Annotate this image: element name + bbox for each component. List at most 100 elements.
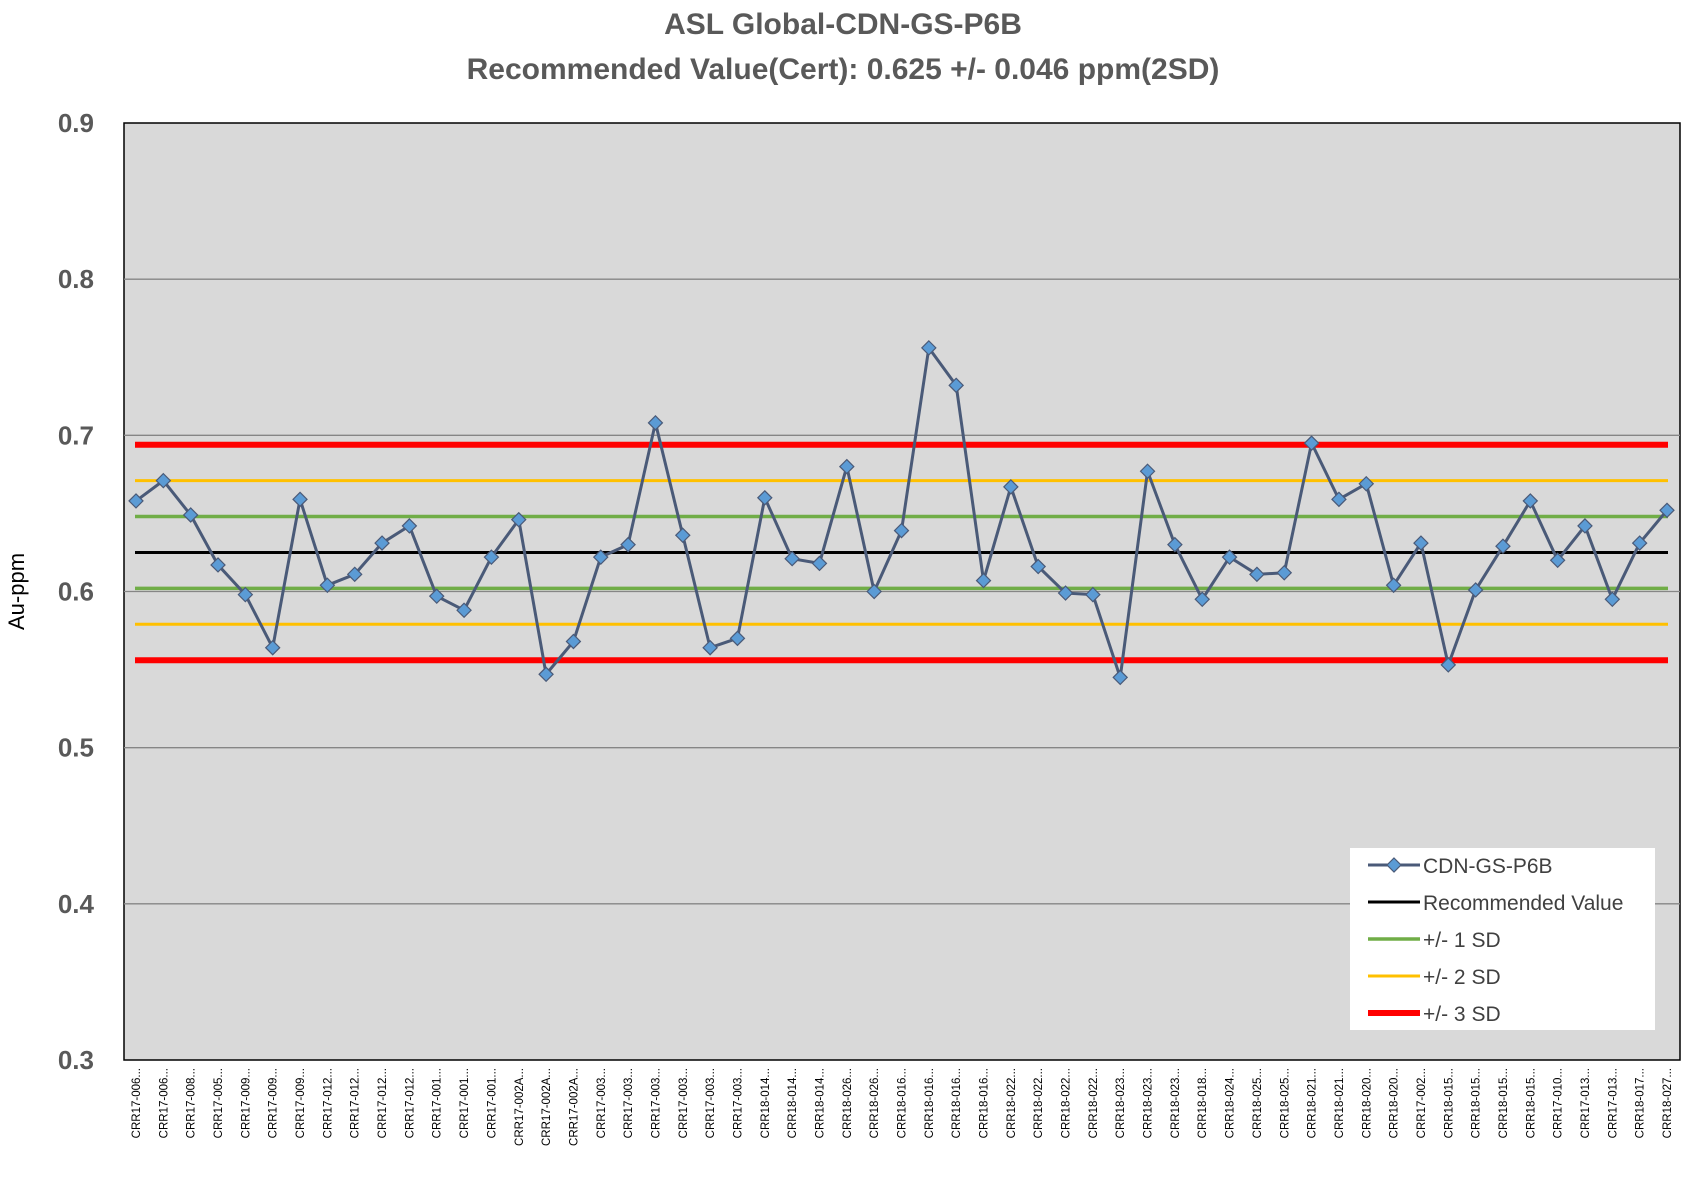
x-tick-label: CRR18-016... [951,1068,963,1138]
data-point [948,377,965,394]
data-point [374,535,390,551]
y-tick-label: 0.9 [58,108,94,138]
data-point [210,557,226,573]
y-tick-label: 0.3 [58,1045,94,1075]
data-point [674,527,691,544]
x-tick-label: CRR17-002... [1416,1068,1428,1138]
data-point [975,572,992,589]
x-tick-label: CRR18-015... [1443,1068,1455,1138]
x-tick-label: CRR18-022... [1033,1068,1045,1138]
x-tick-label: CRR18-015... [1471,1068,1483,1138]
x-tick-label: CRR18-022... [1061,1068,1073,1138]
data-point [1522,493,1539,509]
data-point [1167,536,1183,553]
x-tick-label: CRR17-012... [404,1068,416,1138]
legend-label-4: +/- 3 SD [1423,1003,1501,1026]
x-tick-label: CRR18-021... [1334,1068,1346,1138]
data-point [510,511,527,528]
reference-lines [135,441,1668,664]
data-series [128,340,1675,686]
x-tick-label: CRR18-022... [1088,1068,1100,1138]
data-point [1549,552,1566,569]
x-tick-label: CRR18-026... [842,1068,854,1138]
x-tick-label: CRR18-022... [1006,1068,1018,1138]
x-tick-label: CRR17-009... [295,1068,307,1138]
x-tick-label: CRR17-006... [158,1068,170,1138]
x-tick-label: CRR17-001... [486,1068,498,1138]
x-tick-label: CRR18-025... [1252,1068,1264,1138]
x-tick-label: CRR17-013... [1580,1068,1592,1138]
x-tick-label: CRR17-003... [650,1068,662,1138]
data-point [1440,657,1457,673]
x-tick-label: CRR18-014... [814,1068,826,1138]
x-tick-label: CRR17-001... [459,1068,471,1138]
data-point [838,458,855,475]
x-tick-label: CRR18-014... [760,1068,772,1138]
data-point [292,491,308,508]
data-point [866,583,883,600]
data-point [1194,591,1211,608]
y-tick-label: 0.7 [58,420,94,450]
x-tick-label: CRR17-012... [350,1068,362,1138]
x-tick-label: CRR17-009... [268,1068,280,1138]
data-point [1604,591,1621,608]
x-tick-label: CRR18-023... [1170,1068,1182,1138]
data-point [428,588,445,605]
x-tick-label: CRR18-024... [1225,1068,1237,1138]
legend-label-0: CDN-GS-P6B [1423,855,1553,878]
data-point [893,522,910,539]
y-tick-label: 0.5 [58,733,94,763]
x-tick-label: CRR17-012... [322,1068,334,1138]
x-tick-label: CRR18-025... [1279,1068,1291,1138]
data-point [1659,502,1675,519]
x-tick-label: CRR17-002A... [568,1068,580,1146]
x-tick-label: CRR18-015... [1525,1068,1537,1138]
x-tick-label: CRR18-023... [1115,1068,1127,1138]
x-tick-label: CRR17-010... [1553,1068,1565,1138]
data-point [401,518,418,534]
x-tick-label: CRR18-021... [1307,1068,1319,1138]
y-tick-label: 0.4 [58,889,95,919]
data-point [1139,463,1156,480]
data-point [1385,577,1402,594]
x-tick-label: CRR17-002A... [514,1068,526,1146]
data-point [729,630,746,647]
data-point [920,340,937,356]
y-axis-ticks: 0.3 0.4 0.5 0.6 0.7 0.8 0.9 [58,108,95,1075]
x-tick-label: CRR18-016... [979,1068,991,1138]
data-point [647,414,664,431]
x-tick-label: CRR18-027... [1662,1068,1674,1138]
x-tick-label: CRR18-023... [1143,1068,1155,1138]
data-point [1249,566,1265,583]
data-point [1495,538,1511,555]
legend-label-3: +/- 2 SD [1423,966,1501,989]
x-tick-label: CRR17-003... [623,1068,635,1138]
chart-title: ASL Global-CDN-GS-P6B [664,8,1022,41]
x-tick-label: CRR17-008... [186,1068,198,1138]
data-point [1030,558,1047,575]
x-tick-label: CRR18-026... [869,1068,881,1138]
legend-label-2: +/- 1 SD [1423,929,1501,952]
data-point [1276,564,1293,581]
data-point [483,549,500,565]
x-tick-label: CRR17-001... [432,1068,444,1138]
data-point [592,549,609,565]
y-tick-label: 0.8 [58,264,94,294]
chart-subtitle: Recommended Value(Cert): 0.625 +/- 0.046… [467,53,1220,86]
data-point [1057,585,1074,601]
y-axis-label: Au-ppm [4,553,29,630]
x-tick-label: CRR18-015... [1498,1068,1510,1138]
x-tick-label: CRR17-003... [678,1068,690,1138]
x-axis-ticks: CRR17-006... CRR17-006... CRR17-008... CRR1… [131,1068,1674,1146]
x-tick-label: CRR17-003... [705,1068,717,1138]
data-point [538,666,554,683]
data-point [1413,535,1429,551]
x-tick-label: CRR17-012... [377,1068,389,1138]
data-point [811,555,828,572]
x-tick-label: CRR17-003... [732,1068,744,1138]
data-point [1631,535,1648,551]
x-tick-label: CRR17-003... [596,1068,608,1138]
data-point [155,472,172,489]
data-point [1221,549,1238,565]
